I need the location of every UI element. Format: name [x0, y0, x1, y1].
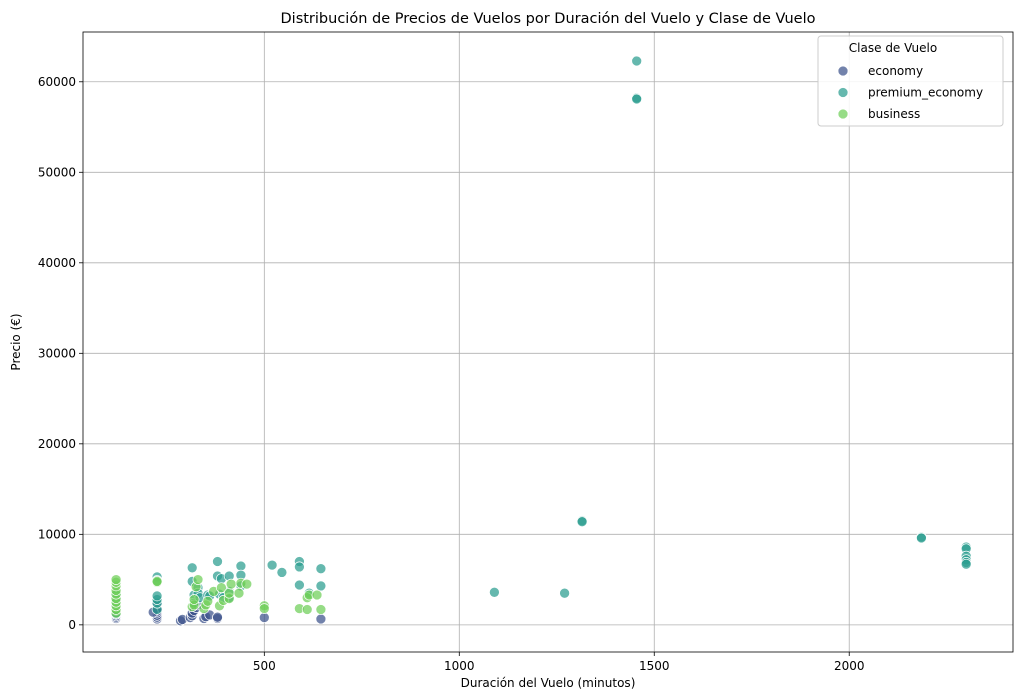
y-axis-ticks: 0 10000 20000 30000 40000 50000 60000 [38, 75, 83, 632]
data-point [110, 574, 122, 585]
data-point [960, 558, 972, 570]
legend-label: premium_economy [868, 86, 983, 100]
legend-box [817, 35, 1004, 127]
data-point [315, 613, 327, 625]
plot-frame [82, 31, 1014, 653]
data-point [294, 579, 305, 591]
data-point [212, 611, 223, 623]
x-axis-label: Duración del Vuelo (minutos) [461, 676, 636, 690]
data-point [241, 578, 253, 590]
series-business [110, 574, 327, 619]
data-point [559, 587, 570, 599]
x-tick-label: 2000 [834, 659, 865, 673]
data-point [186, 562, 198, 574]
data-point [489, 586, 500, 598]
data-point [315, 580, 327, 592]
legend-marker [837, 65, 849, 77]
y-tick-label: 40000 [38, 256, 76, 270]
legend-label: business [868, 107, 920, 121]
data-point [276, 567, 288, 578]
legend-title: Clase de Vuelo [849, 41, 937, 55]
chart-title: Distribución de Precios de Vuelos por Du… [281, 11, 816, 27]
data-point [202, 595, 214, 607]
x-axis-ticks: 500 1000 1500 2000 [253, 652, 865, 673]
data-point [192, 574, 204, 585]
data-point [916, 532, 927, 544]
x-tick-label: 1000 [444, 659, 475, 673]
y-tick-label: 0 [68, 618, 76, 632]
grid-lines [83, 32, 1013, 652]
y-tick-label: 30000 [38, 346, 76, 360]
data-point [294, 561, 305, 573]
data-point [258, 612, 270, 623]
data-point [315, 604, 327, 615]
data-point [631, 93, 643, 105]
y-tick-label: 10000 [38, 527, 76, 541]
legend-marker [837, 108, 849, 120]
data-point [311, 589, 323, 601]
data-point [223, 587, 235, 599]
data-point [301, 604, 313, 615]
data-point [631, 55, 643, 67]
legend: Clase de Vuelo economy premium_economybus… [817, 35, 1004, 127]
legend-label: economy [868, 64, 923, 78]
data-point [315, 563, 327, 575]
data-point [576, 516, 588, 528]
data-point [151, 590, 163, 602]
y-tick-label: 60000 [38, 75, 76, 89]
data-point [258, 603, 270, 614]
x-tick-label: 1500 [639, 659, 670, 673]
data-point [212, 556, 223, 567]
y-tick-label: 50000 [38, 165, 76, 179]
y-axis-label: Precio (€) [9, 313, 23, 370]
y-tick-label: 20000 [38, 437, 76, 451]
data-point [266, 559, 278, 571]
data-point [235, 560, 247, 572]
data-point [233, 587, 245, 599]
legend-marker [837, 87, 849, 98]
data-point [225, 578, 237, 590]
data-point [188, 594, 200, 605]
x-tick-label: 500 [253, 659, 276, 673]
data-points [110, 55, 972, 627]
data-point [151, 576, 163, 587]
data-point [216, 582, 227, 594]
